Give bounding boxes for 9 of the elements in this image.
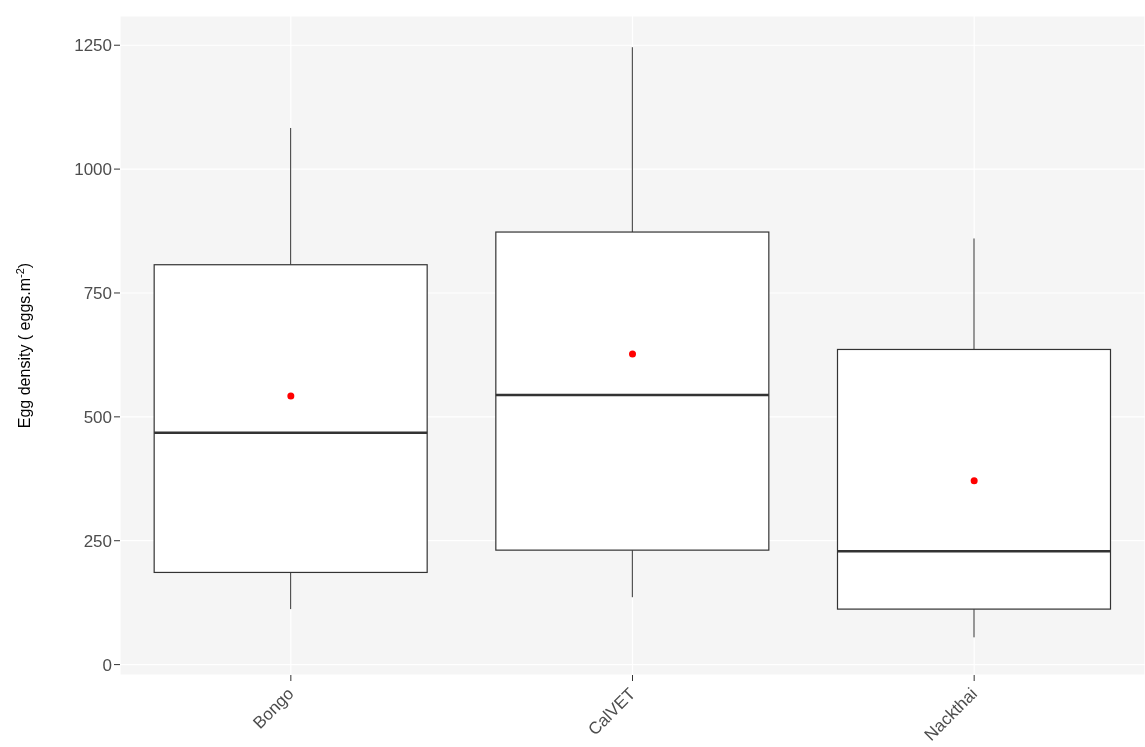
y-tick-label: 500 [83, 407, 112, 427]
point [629, 350, 636, 358]
y-tick-label: 1000 [74, 160, 112, 180]
y-tick-label: 1250 [74, 36, 112, 56]
y-tick-label: 0 [102, 655, 112, 675]
point [287, 392, 295, 400]
point [970, 477, 978, 485]
y-tick-label: 250 [83, 531, 112, 551]
y-tick-label: 750 [83, 284, 112, 304]
